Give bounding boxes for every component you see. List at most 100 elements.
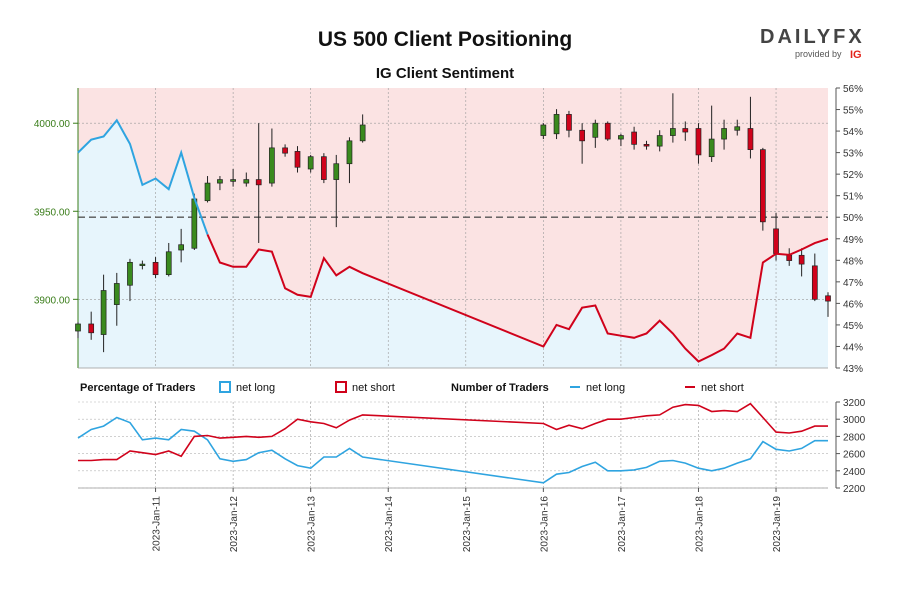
date-tick-label: 2023-Jan-15 [462,496,473,553]
date-tick-label: 2023-Jan-17 [617,496,628,553]
traders-line-short [78,402,828,462]
candle-body-up [359,124,366,142]
candle [243,172,250,187]
candle-body-up [204,182,211,202]
candle-body-down [321,156,327,180]
candle-body-down [294,151,301,168]
candle-body-up [721,128,727,140]
legend-num-long: net long [586,382,625,394]
count-tick-label: 2600 [843,450,866,461]
pct-tick-label: 47% [843,278,863,289]
count-tick-label: 3000 [843,415,866,426]
candle [139,260,146,270]
candle [204,176,211,203]
candle [721,119,727,150]
candle-body-up [553,114,560,135]
candle-body-up [333,163,340,180]
candle-body-up [592,122,599,138]
candle-body-down [566,114,572,131]
candle-body-down [747,128,754,150]
candle-body-up [656,135,663,147]
candle [540,123,547,140]
pct-tick-label: 55% [843,106,863,117]
candle [604,121,611,141]
candle [152,257,159,279]
candle [825,292,831,317]
sentiment-line-long [77,118,209,235]
sentiment-line-short [206,234,829,363]
pct-tick-label: 45% [843,321,863,332]
candle [747,96,754,159]
brand-logo: DAILYFX provided by IG [760,26,862,61]
brand-provided-by: provided by [795,49,842,59]
candle-body-up [307,156,314,170]
count-tick-label: 2200 [843,484,866,495]
candle [618,133,624,147]
candle-body-up [230,179,236,182]
traders-line-long [77,416,828,484]
candle [682,121,689,141]
candle-body-up [217,179,223,184]
candle [631,126,637,150]
candle-body-up [100,290,107,335]
candle-body-up [670,128,676,136]
long-area-fill [78,120,828,368]
candle [553,109,560,140]
candle-body-down [604,122,611,140]
legend-num-short: net short [701,382,744,394]
legend-pct-short: net short [352,382,395,394]
candle-body-up [243,179,250,184]
candle-body-down [786,254,793,261]
price-tick-label: 4000.00 [34,119,71,130]
candle-body-down [88,323,95,334]
candle [321,153,327,184]
legend: Percentage of Traders net long net short… [80,381,744,394]
candle-body-up [75,323,81,332]
candle-body-down [811,265,818,300]
pct-tick-label: 43% [843,364,863,375]
pct-tick-label: 44% [843,342,863,353]
legend-num-heading: Number of Traders [451,382,549,394]
candle [811,253,818,302]
candle [88,311,95,340]
candle [670,93,676,143]
candle-body-down [631,131,637,145]
candle-body-down [152,261,159,276]
candle-body-up [540,124,547,136]
date-tick-label: 2023-Jan-14 [384,496,395,553]
price-tick-label: 3950.00 [34,207,71,218]
candle [656,130,663,152]
candle [294,146,301,173]
axes: 3900.00 3950.00 4000.00 43% 44% 45% 46% 47% 48% 4… [34,84,866,552]
brand-ig: IG [850,49,862,61]
candle [75,322,81,339]
pct-tick-label: 50% [843,213,863,224]
candle-body-down [255,179,262,186]
pct-tick-label: 48% [843,256,863,267]
candle-body-up [113,283,120,305]
date-tick-label: 2023-Jan-19 [772,496,783,553]
candle-body-down [682,128,689,133]
count-tick-label: 2400 [843,467,866,478]
count-tick-label: 3200 [843,398,866,409]
candle-body-up [191,198,198,249]
sentiment-background [78,88,828,368]
candle-body-up [127,261,133,286]
pct-tick-label: 51% [843,192,863,203]
candle-body-down [643,144,650,147]
candle [566,110,572,138]
legend-pct-heading: Percentage of Traders [80,382,196,394]
date-tick-label: 2023-Jan-13 [307,496,318,553]
candle-body-up [165,251,172,276]
candle [100,274,107,353]
candle-body-down [825,295,831,302]
candle-body-down [579,129,585,142]
candle-body-down [798,254,805,265]
pct-tick-label: 56% [843,84,863,95]
candle-body-up [734,126,741,131]
price-tick-label: 3900.00 [34,295,71,306]
pct-tick-label: 52% [843,170,863,181]
date-tick-label: 2023-Jan-11 [152,496,163,552]
chart-title: US 500 Client Positioning [318,28,572,51]
candle [346,137,353,184]
